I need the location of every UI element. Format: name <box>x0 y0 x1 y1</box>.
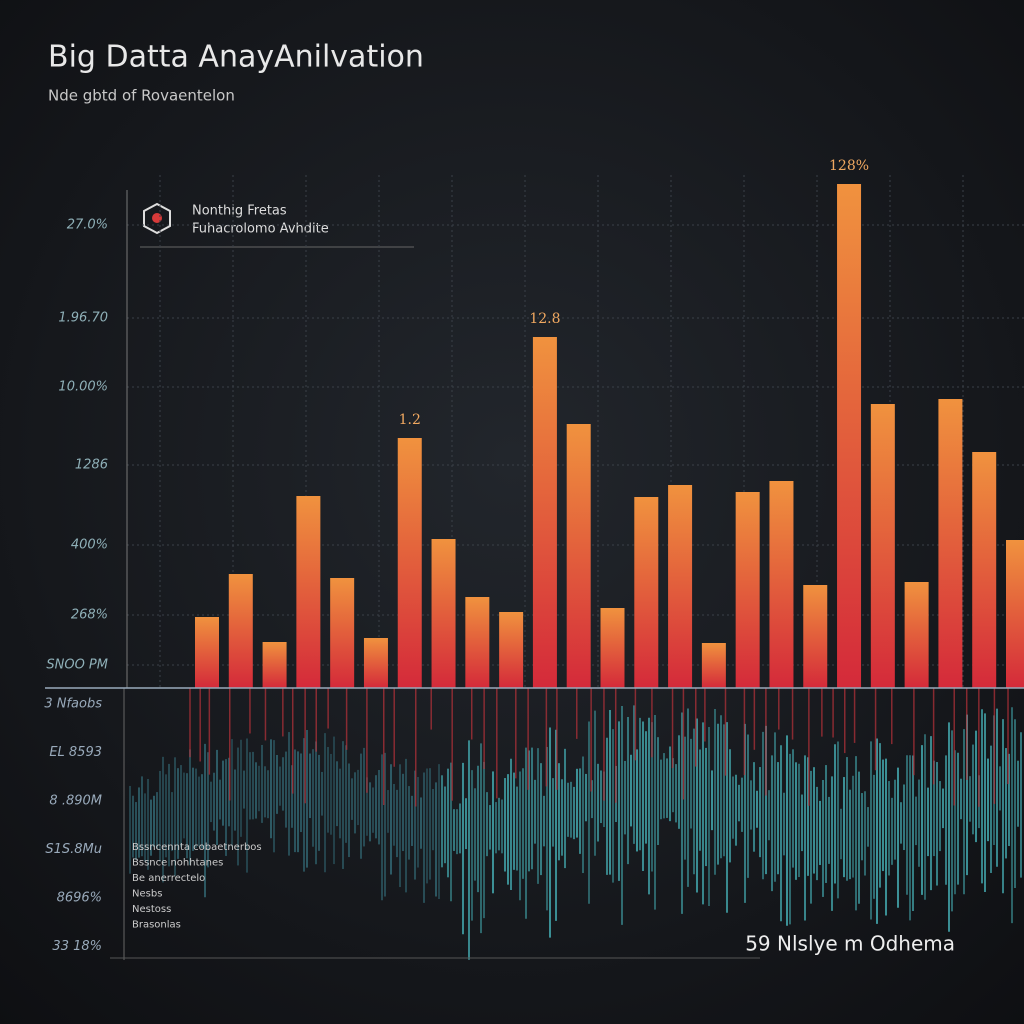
bar <box>262 642 287 688</box>
bar <box>600 608 625 688</box>
bar <box>566 424 591 688</box>
lower-axis-label: 8 .890M <box>49 794 102 809</box>
bar <box>397 438 422 688</box>
bar <box>1006 540 1024 688</box>
bar <box>195 617 219 688</box>
bar <box>363 638 388 688</box>
y-tick-label: 268% <box>71 608 108 623</box>
lower-axis-label: 3 Nfaobs <box>44 697 102 712</box>
bar <box>769 481 794 688</box>
bar <box>228 574 253 688</box>
bar <box>532 337 557 688</box>
lower-note: Brasonlas <box>132 920 181 931</box>
annotation: 1.2 <box>399 412 421 428</box>
legend-title: Nonthig Fretas <box>192 204 287 219</box>
bar <box>735 492 760 688</box>
lower-axis-label: 8696% <box>57 891 102 906</box>
chart-subtitle: Nde gbtd of Rovaentelon <box>48 87 235 105</box>
bar <box>803 585 828 688</box>
bar <box>431 539 456 688</box>
lower-note: Nestoss <box>132 904 171 915</box>
footer-text: 59 Nlslye m Odhema <box>745 932 955 956</box>
y-tick-label: 1286 <box>75 458 108 473</box>
annotation: 128% <box>829 158 869 174</box>
lower-note: Bssnce nohhtanes <box>132 858 223 869</box>
legend-icon <box>143 202 171 235</box>
lower-note: Nesbs <box>132 889 162 900</box>
legend: Nonthig Fretas Fuhacrolomo Avhdite <box>140 202 414 248</box>
y-tick-label: 10.00% <box>58 380 108 395</box>
lower-note: Bssncennta cobaetnerbos <box>132 842 262 853</box>
y-tick-label: 27.0% <box>67 218 108 233</box>
bar <box>870 404 895 688</box>
y-tick-label: 400% <box>71 538 108 553</box>
y-tick-label: SNOO PM <box>46 658 108 673</box>
lower-axis-label: 33 18% <box>52 939 102 954</box>
bar <box>296 496 321 688</box>
y-tick-label: 1.96.70 <box>58 311 108 326</box>
annotation: 12.8 <box>529 311 560 327</box>
bar <box>972 452 997 688</box>
bar <box>837 184 862 688</box>
chart-title: Big Datta AnayAnilvation <box>48 40 424 75</box>
lower-axis-label: EL 8593 <box>49 745 102 760</box>
waveform <box>129 688 1022 960</box>
bar <box>465 597 490 688</box>
bar <box>499 612 524 688</box>
bar <box>701 643 726 688</box>
lower-axis-label: S1S.8Mu <box>45 842 102 857</box>
lower-note: Be anerrectelo <box>132 873 205 884</box>
bar <box>668 485 693 688</box>
bar <box>938 399 963 688</box>
legend-text: Fuhacrolomo Avhdite <box>192 222 329 237</box>
bar <box>904 582 929 688</box>
bar <box>330 578 355 688</box>
bar <box>634 497 659 688</box>
